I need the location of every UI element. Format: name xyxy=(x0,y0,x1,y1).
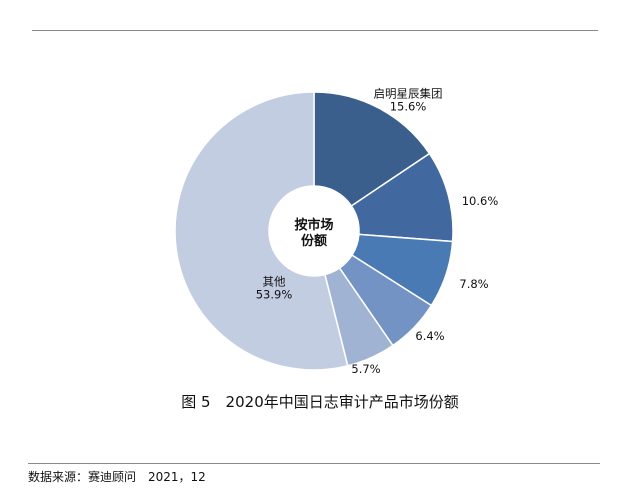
data-label: 5.7% xyxy=(351,362,380,376)
data-label: 53.9% xyxy=(256,288,293,302)
figure-caption: 图 5 2020年中国日志审计产品市场份额 xyxy=(181,393,459,411)
data-label: 6.4% xyxy=(415,329,444,343)
slice-name-label: 其他 xyxy=(263,275,286,289)
center-label: 份额 xyxy=(301,233,327,249)
data-source: 数据来源：赛迪顾问 2021，12 xyxy=(28,470,206,484)
donut-slice xyxy=(174,91,349,371)
data-label: 15.6% xyxy=(390,100,427,114)
center-label: 按市场 xyxy=(294,217,333,233)
bottom-rule xyxy=(28,463,600,464)
data-label: 7.8% xyxy=(459,277,488,291)
top-rule xyxy=(32,30,598,31)
donut-slice xyxy=(313,91,431,207)
slice-name-label: 启明星辰集团 xyxy=(374,87,443,101)
data-label: 10.6% xyxy=(462,194,499,208)
